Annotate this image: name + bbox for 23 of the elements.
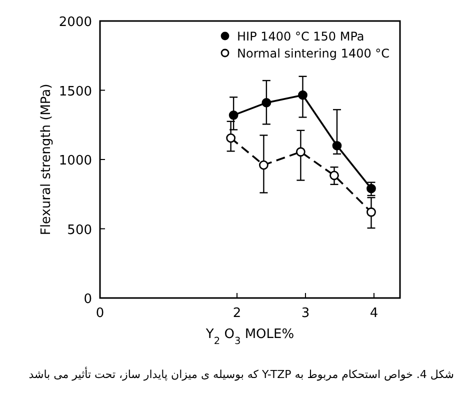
point (262, 98, 272, 108)
legend-label: HIP 1400 °C 150 MPa (237, 30, 364, 44)
point (366, 207, 376, 217)
point (332, 140, 342, 150)
x-tick-label: 0 (96, 306, 104, 321)
x-tick-label: 3 (301, 306, 310, 321)
x-tick-label: 4 (370, 306, 378, 321)
x-axis-title: Y$_{2}$ O$_{3}$ MOLE% (204, 327, 294, 346)
y-axis-title: Flexural strength (MPa) (39, 84, 54, 236)
y-tick-label: 500 (67, 222, 92, 238)
y-tick-label: 0 (84, 292, 92, 307)
point (228, 110, 238, 120)
point (296, 147, 306, 157)
point (298, 90, 308, 100)
x-tick-label: 2 (232, 306, 242, 321)
y-tick-label: 1500 (58, 84, 92, 100)
legend-label: Normal sintering 1400 °C (237, 46, 390, 60)
y-tick-label: 2000 (58, 15, 92, 30)
text: شکل 4. خواص استحکام مربوط به Y-TZP که بوسیله ی میزان پایدار ساز، تحت تأثیر می باشد (28, 366, 454, 381)
y-tick-label: 1000 (58, 154, 92, 168)
point (330, 170, 339, 180)
point (259, 160, 268, 170)
point (226, 133, 236, 143)
